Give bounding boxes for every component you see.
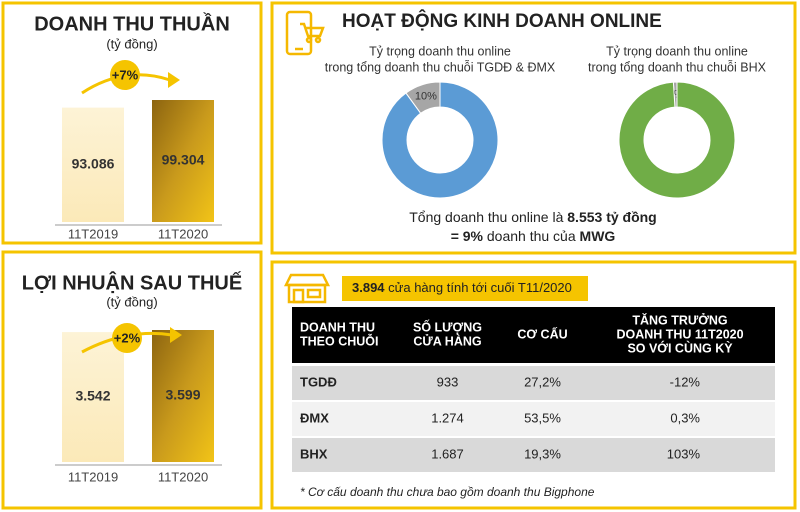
panel [270,260,797,510]
store-icon [283,273,331,304]
table-cell: BHX [300,446,328,461]
donut-slice [618,81,736,199]
panel [1,250,263,510]
category-label: 11T2020 [158,226,208,241]
bar [152,100,214,222]
banner [342,276,588,301]
panel [1,1,263,245]
chart-title: Tỷ trọng doanh thu online [369,44,511,58]
value-label: 3.599 [165,387,200,403]
chart-title: DOANH THU THUẦN [34,12,230,35]
section-heading: HOẠT ĐỘNG KINH DOANH ONLINE [342,10,662,32]
value-label: 3.542 [75,388,110,404]
chart-title: trong tổng doanh thu chuỗi TGDĐ & ĐMX [325,59,556,74]
footnote: * Cơ cấu doanh thu chưa bao gồm doanh th… [300,485,595,499]
banner-part: cửa hàng tính tới cuối T11/2020 [385,280,572,295]
header-cell: THEO CHUỖI [300,333,378,348]
bar [62,332,124,462]
table-cell: 1.274 [431,410,464,425]
summary-part: = 9% [451,228,484,244]
category-label: 11T2019 [68,226,118,241]
growth-label: +2% [114,330,141,345]
header-cell: SỐ LƯỢNG [413,319,482,334]
header-cell: DOANH THU [300,320,375,334]
table-cell: 933 [437,374,459,389]
table-cell: -12% [670,374,701,389]
header-cell: SO VỚI CÙNG KỲ [627,340,733,355]
growth-badge [112,323,142,353]
table-cell: 19,3% [524,446,561,461]
value-label: 99.304 [162,152,205,168]
growth-label: +7% [112,67,139,82]
arrow-head [168,72,180,88]
header-cell: TĂNG TRƯỞNG [632,312,727,327]
category-label: 11T2020 [158,469,208,484]
chart-subtitle: (tỷ đồng) [106,36,157,51]
table-cell: 27,2% [524,374,561,389]
phone-icon [285,10,325,56]
table-row [292,402,775,436]
summary-part: MWG [580,228,616,244]
arrow-head [170,327,182,343]
donut-slice [381,81,499,199]
table-row [292,438,775,472]
table-cell: 103% [667,446,701,461]
header-cell: CỬA HÀNG [413,333,481,348]
summary-part: doanh thu của [483,228,580,244]
summary-part: Tổng doanh thu online là [409,209,567,225]
summary-part: 8.553 tỷ đồng [567,209,656,225]
table-row [292,366,775,400]
table-header [292,307,775,363]
chart-title: Tỷ trọng doanh thu online [606,44,748,58]
panel [270,1,797,255]
growth-badge [110,60,140,90]
category-label: 11T2019 [68,469,118,484]
table-cell: TGDĐ [300,374,337,389]
table-cell: 53,5% [524,410,561,425]
chart-subtitle: (tỷ đồng) [106,294,157,309]
bar [152,330,214,462]
header-cell: CƠ CẤU [517,326,567,341]
summary-line: = 9% doanh thu của MWG [451,228,616,244]
header-cell: DOANH THU 11T2020 [616,327,743,341]
banner-part: 3.894 [352,280,385,295]
table-cell: 0,3% [670,410,700,425]
chart-title: trong tổng doanh thu chuỗi BHX [588,59,767,74]
banner-text: 3.894 cửa hàng tính tới cuối T11/2020 [352,280,572,295]
table-cell: ĐMX [300,410,329,425]
bar [62,107,124,222]
summary-line: Tổng doanh thu online là 8.553 tỷ đồng [409,209,656,225]
table-cell: 1.687 [431,446,464,461]
chart-title: LỢI NHUẬN SAU THUẾ [22,270,242,294]
slice-label: 10% [415,91,437,103]
value-label: 93.086 [72,156,115,172]
